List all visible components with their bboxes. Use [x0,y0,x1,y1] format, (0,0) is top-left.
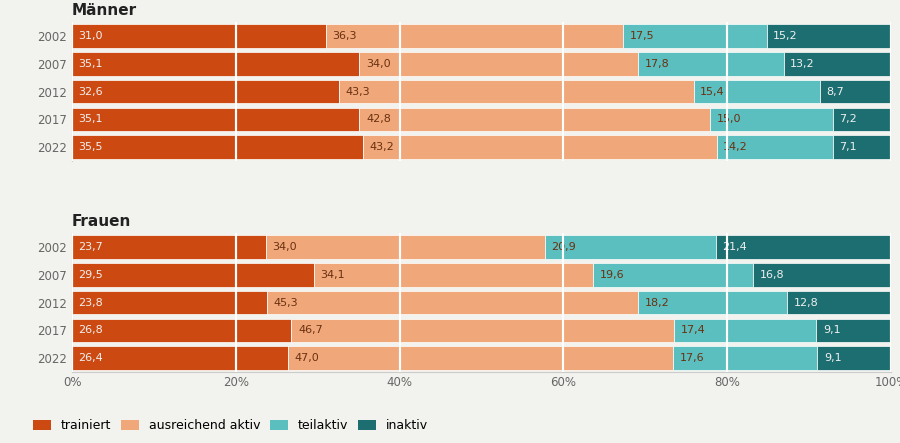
Bar [288,346,673,370]
Bar [593,263,753,287]
Bar [753,263,891,287]
Text: 17,4: 17,4 [680,326,706,335]
Bar [673,346,817,370]
Text: 7,2: 7,2 [840,114,857,124]
Text: 16,8: 16,8 [760,270,785,280]
Bar [784,52,892,76]
Bar [832,135,891,159]
Bar [313,263,593,287]
Bar [674,319,816,342]
Text: 20,9: 20,9 [551,242,576,252]
Text: 34,1: 34,1 [320,270,345,280]
Text: 34,0: 34,0 [273,242,297,252]
Bar [267,291,638,315]
Text: 15,2: 15,2 [773,31,797,41]
Bar [716,135,833,159]
Bar [716,235,891,259]
Text: 35,1: 35,1 [78,114,104,124]
Text: 17,5: 17,5 [630,31,654,41]
Text: 29,5: 29,5 [78,270,104,280]
Bar [72,108,359,131]
Text: 17,8: 17,8 [644,59,670,69]
Text: Männer: Männer [72,3,137,18]
Bar [544,235,716,259]
Text: 14,2: 14,2 [723,142,748,152]
Text: 17,6: 17,6 [680,353,705,363]
Text: 15,4: 15,4 [700,86,725,97]
Bar [72,263,313,287]
Bar [292,319,674,342]
Bar [359,108,710,131]
Text: 47,0: 47,0 [295,353,319,363]
Bar [363,135,716,159]
Bar [817,346,892,370]
Text: 45,3: 45,3 [274,298,298,308]
Bar [638,291,787,315]
Text: 23,8: 23,8 [78,298,104,308]
Text: 21,4: 21,4 [723,242,747,252]
Bar [326,24,623,48]
Text: 9,1: 9,1 [823,326,841,335]
Bar [72,235,266,259]
Text: 34,0: 34,0 [366,59,391,69]
Text: Frauen: Frauen [72,214,131,229]
Text: 7,1: 7,1 [840,142,857,152]
Bar [767,24,891,48]
Text: 26,8: 26,8 [78,326,104,335]
Bar [72,291,267,315]
Bar [72,319,292,342]
Text: 15,0: 15,0 [716,114,741,124]
Text: 36,3: 36,3 [332,31,357,41]
Text: 19,6: 19,6 [599,270,624,280]
Bar [72,346,288,370]
Text: 46,7: 46,7 [298,326,323,335]
Bar [638,52,784,76]
Text: 18,2: 18,2 [644,298,670,308]
Text: 35,5: 35,5 [78,142,104,152]
Text: 9,1: 9,1 [824,353,842,363]
Bar [339,80,694,103]
Bar [623,24,767,48]
Text: 31,0: 31,0 [78,31,104,41]
Bar [787,291,892,315]
Text: 43,3: 43,3 [346,86,370,97]
Text: 26,4: 26,4 [78,353,104,363]
Bar [832,108,892,131]
Text: 8,7: 8,7 [826,86,844,97]
Bar [72,80,339,103]
Bar [72,135,363,159]
Bar [820,80,891,103]
Bar [694,80,820,103]
Legend: trainiert, ausreichend aktiv, teilaktiv, inaktiv: trainiert, ausreichend aktiv, teilaktiv,… [33,420,428,432]
Bar [72,24,326,48]
Text: 13,2: 13,2 [790,59,815,69]
Text: 32,6: 32,6 [78,86,104,97]
Text: 23,7: 23,7 [78,242,104,252]
Text: 12,8: 12,8 [794,298,818,308]
Bar [72,52,359,76]
Bar [816,319,891,342]
Text: 35,1: 35,1 [78,59,104,69]
Text: 42,8: 42,8 [366,114,391,124]
Bar [266,235,544,259]
Bar [359,52,638,76]
Text: 43,2: 43,2 [369,142,394,152]
Bar [710,108,832,131]
